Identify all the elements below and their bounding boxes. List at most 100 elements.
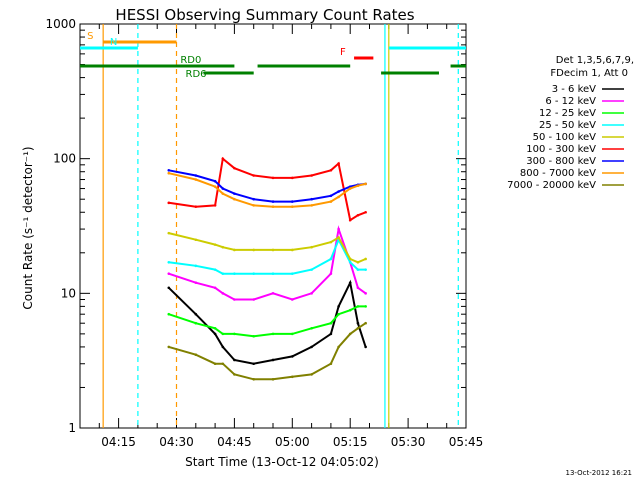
- legend-entry-label: 12 - 25 keV: [539, 108, 596, 119]
- series-point: [291, 298, 294, 301]
- series-point: [310, 197, 313, 201]
- series-point: [167, 168, 171, 172]
- x-tick-label: 05:45: [449, 435, 484, 449]
- series-point: [348, 260, 352, 264]
- series-point: [221, 192, 225, 195]
- series-point: [271, 292, 275, 295]
- series-point: [167, 286, 171, 290]
- legend-entry-label: 100 - 300 keV: [526, 144, 596, 155]
- series-point: [364, 268, 367, 271]
- series-point: [213, 185, 217, 188]
- series-point: [356, 260, 360, 264]
- series-point: [356, 268, 360, 271]
- series-point: [252, 204, 255, 207]
- series-point: [291, 248, 294, 252]
- series-point: [310, 245, 313, 249]
- series-point: [252, 362, 255, 366]
- series-point: [364, 321, 367, 325]
- series-point: [310, 373, 313, 376]
- series-point: [337, 236, 340, 239]
- x-tick-label: 04:45: [217, 435, 252, 449]
- series-point: [194, 321, 198, 325]
- legend-entry-label: 800 - 7000 keV: [520, 168, 596, 179]
- series-point: [271, 200, 275, 203]
- series-point: [167, 312, 171, 316]
- series-point: [252, 272, 255, 275]
- series-point: [310, 268, 313, 271]
- series-line: [168, 322, 367, 381]
- series-point: [167, 231, 171, 235]
- series-point: [271, 377, 275, 381]
- series-point: [356, 321, 360, 325]
- series-point: [310, 204, 313, 207]
- series-point: [337, 345, 340, 349]
- series-point: [252, 298, 255, 301]
- series-point: [233, 358, 236, 362]
- series-point: [233, 272, 236, 275]
- series-point: [337, 312, 340, 316]
- series-point: [337, 305, 340, 308]
- series-point: [337, 195, 340, 199]
- series-point: [329, 321, 333, 325]
- series-point: [167, 345, 171, 349]
- series-point: [337, 162, 340, 165]
- series-line: [168, 232, 366, 264]
- legend-entry-label: 300 - 800 keV: [526, 156, 596, 167]
- series-point: [252, 248, 255, 252]
- series-point: [167, 171, 171, 175]
- series-point: [221, 272, 225, 275]
- series-point: [221, 292, 225, 295]
- series-point: [233, 332, 236, 336]
- series-point: [194, 205, 198, 208]
- series-point: [252, 334, 255, 338]
- series-point: [213, 204, 217, 207]
- series-point: [167, 272, 171, 275]
- series-point: [356, 213, 360, 217]
- series-point: [348, 257, 352, 261]
- series-line: [168, 169, 366, 203]
- series-point: [364, 182, 367, 186]
- series-point: [291, 332, 294, 336]
- series-point: [329, 200, 333, 203]
- series-point: [348, 281, 352, 284]
- series-point: [291, 200, 294, 203]
- series-point: [194, 174, 198, 177]
- series-point: [364, 305, 367, 308]
- series-point: [356, 305, 360, 308]
- series-point: [356, 326, 360, 330]
- series-point: [213, 268, 217, 271]
- series-point: [221, 157, 225, 160]
- y-tick-label: 1000: [45, 17, 76, 31]
- legend-entry-label: 3 - 6 keV: [552, 84, 596, 95]
- series-point: [291, 272, 294, 275]
- series-point: [213, 243, 217, 246]
- series-point: [310, 174, 313, 177]
- series-line: [168, 172, 366, 208]
- x-tick-label: 05:30: [391, 435, 426, 449]
- series-point: [233, 248, 236, 252]
- series-line: [168, 305, 366, 338]
- x-tick-label: 05:00: [275, 435, 310, 449]
- series-point: [213, 326, 217, 330]
- x-tick-label: 04:15: [101, 435, 136, 449]
- series-point: [194, 238, 198, 242]
- y-tick-label: 100: [53, 152, 76, 166]
- x-tick-label: 05:15: [333, 435, 368, 449]
- series-point: [213, 332, 217, 336]
- series-point: [213, 362, 217, 366]
- series-point: [271, 176, 275, 180]
- legend-entry-label: 7000 - 20000 keV: [507, 180, 596, 191]
- series-point: [252, 377, 255, 381]
- series-point: [271, 205, 275, 208]
- y-tick-label: 1: [68, 421, 76, 435]
- legend-header-line: FDecim 1, Att 0: [550, 68, 628, 79]
- y-axis-label: Count Rate (s⁻¹ detector⁻¹): [21, 146, 35, 309]
- series-line: [168, 237, 366, 275]
- series-point: [364, 292, 367, 295]
- series-point: [194, 312, 198, 316]
- flag-label: N: [110, 37, 117, 48]
- series-point: [271, 272, 275, 275]
- series-point: [233, 197, 236, 201]
- series-point: [221, 245, 225, 249]
- series-point: [252, 174, 255, 177]
